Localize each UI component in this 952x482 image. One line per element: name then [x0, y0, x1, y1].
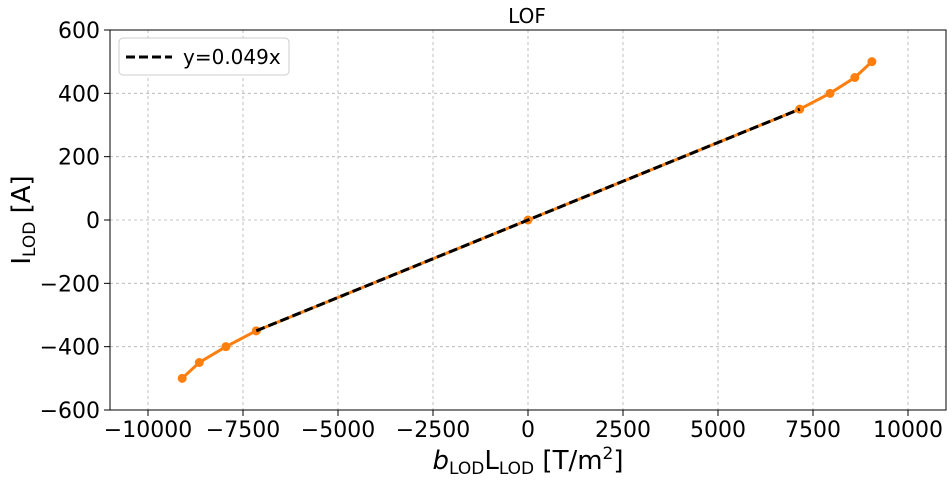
data-point [825, 88, 835, 98]
legend-box [118, 37, 290, 76]
x-tick-label: 7500 [785, 418, 841, 443]
y-tick-label: 200 [58, 146, 100, 171]
y-axis: −600 −400 −200 0 200 400 600 [40, 19, 110, 424]
x-tick-label: 10000 [873, 418, 943, 443]
x-axis-label: bLODLLOD [T/m2] [432, 444, 623, 479]
legend: y=0.049x [118, 37, 290, 76]
data-point [177, 373, 187, 383]
x-axis: −10000 −7500 −5000 −2500 0 2500 5000 7500 10000 [104, 410, 943, 443]
x-tick-label: 5000 [690, 418, 746, 443]
data-point [221, 342, 231, 352]
y-tick-label: −600 [40, 399, 100, 424]
x-tick-label: 0 [521, 418, 535, 443]
y-tick-label: −200 [40, 272, 100, 297]
series-layer [177, 57, 877, 383]
y-tick-label: −400 [40, 336, 100, 361]
y-tick-label: 0 [86, 209, 100, 234]
y-tick-label: 400 [58, 82, 100, 107]
y-axis-label: ILOD [A] [7, 175, 40, 264]
data-point [795, 104, 805, 114]
y-tick-label: 600 [58, 19, 100, 44]
data-point [850, 73, 860, 82]
chart-title: LOF [508, 4, 546, 28]
x-tick-label: −2500 [396, 418, 470, 443]
x-tick-label: −5000 [301, 418, 375, 443]
series-line-fit [255, 107, 801, 333]
data-point [194, 358, 204, 367]
x-tick-label: −7500 [206, 418, 280, 443]
x-tick-label: −10000 [104, 418, 192, 443]
x-tick-label: 2500 [595, 418, 651, 443]
legend-label-fit-line: y=0.049x [183, 45, 281, 69]
data-point [867, 57, 877, 67]
